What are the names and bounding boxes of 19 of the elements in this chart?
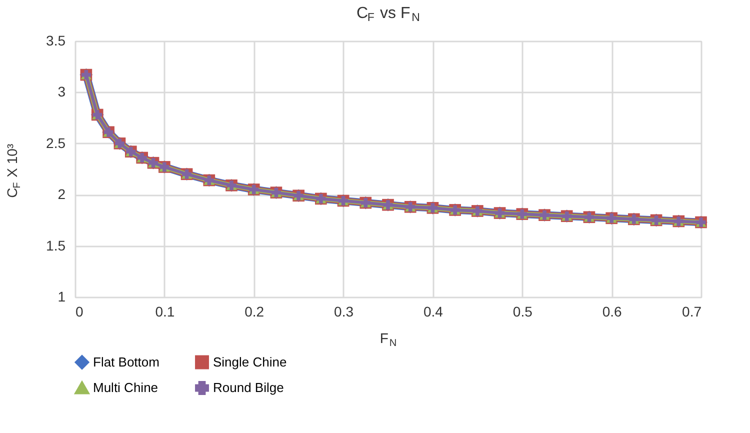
legend-label: Flat Bottom — [93, 354, 160, 370]
legend-label: Round Bilge — [213, 380, 284, 395]
x-tick-label: 0.7 — [682, 304, 702, 320]
y-tick-label: 3 — [58, 84, 66, 100]
x-tick-label: 0.2 — [244, 304, 264, 320]
x-tick-label: 0 — [76, 304, 84, 320]
y-tick-label: 2 — [58, 186, 66, 202]
x-tick-label: 0.6 — [602, 304, 622, 320]
x-tick-label: 0.5 — [512, 304, 533, 320]
legend-label: Multi Chine — [93, 380, 158, 395]
y-tick-label: 2.5 — [46, 134, 66, 151]
legend-label: Single Chine — [213, 354, 287, 370]
y-tick-label: 3.5 — [46, 32, 66, 48]
y-tick-label: 1.5 — [46, 237, 66, 254]
x-tick-label: 0.3 — [334, 304, 354, 320]
x-tick-label: 0.1 — [155, 304, 175, 320]
y-axis-title: CF X 10³ — [4, 144, 24, 198]
x-tick-label: 0.4 — [423, 304, 444, 320]
y-tick-label: 1 — [58, 288, 66, 304]
